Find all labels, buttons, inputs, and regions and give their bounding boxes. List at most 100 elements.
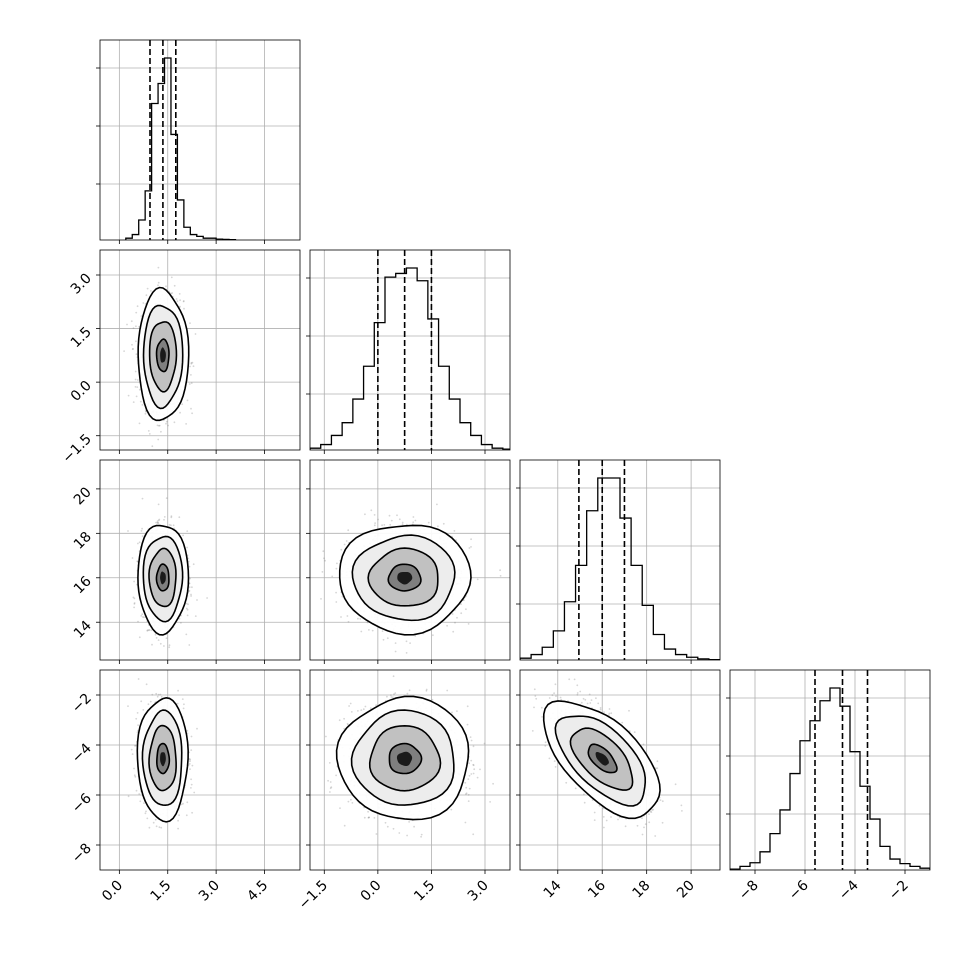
scatter-point <box>137 620 139 623</box>
scatter-point <box>188 644 191 646</box>
scatter-point <box>146 629 149 632</box>
scatter-point <box>158 518 161 521</box>
y-tick-label: 0.0 <box>68 378 95 405</box>
scatter-point <box>131 557 134 559</box>
scatter-point <box>136 560 139 563</box>
scatter-point <box>165 285 167 288</box>
scatter-point <box>135 340 137 343</box>
scatter-point <box>165 422 167 425</box>
scatter-point <box>381 524 383 527</box>
scatter-point <box>436 503 438 506</box>
scatter-point <box>135 311 138 314</box>
scatter-point <box>141 527 144 530</box>
scatter-point <box>190 362 193 365</box>
histogram <box>125 57 237 240</box>
density-contours <box>137 286 190 422</box>
scatter-point <box>139 400 142 403</box>
scatter-point <box>123 350 125 352</box>
scatter-point <box>156 424 159 427</box>
x-tick-label: −2 <box>886 878 912 904</box>
grid <box>754 670 906 870</box>
y-tick-label: 20 <box>71 484 95 508</box>
scatter-point <box>194 615 197 617</box>
scatter-point <box>136 305 139 308</box>
y-tick-label: 1.5 <box>68 324 95 351</box>
scatter-point <box>189 577 192 580</box>
scatter-point <box>190 382 193 384</box>
scatter-point <box>141 497 144 500</box>
scatter-panel-1-0: −1.50.01.53.0 <box>59 249 301 467</box>
scatter-point <box>335 601 338 603</box>
scatter-point <box>377 518 379 521</box>
scatter-point <box>178 516 181 519</box>
scatter-point <box>151 643 153 646</box>
scatter-point <box>470 546 472 548</box>
scatter-point <box>154 633 157 636</box>
scatter-point <box>157 522 160 524</box>
scatter-point <box>131 348 134 350</box>
scatter-point <box>134 370 137 373</box>
scatter-point <box>196 599 198 601</box>
scatter-point <box>145 410 147 413</box>
scatter-point <box>185 423 188 425</box>
scatter-point <box>132 327 135 330</box>
scatter-point <box>170 276 173 279</box>
scatter-point <box>182 300 185 302</box>
histogram <box>310 267 510 450</box>
scatter-point <box>176 300 179 303</box>
scatter-point <box>345 540 348 542</box>
scatter-point <box>398 518 401 521</box>
scatter-point <box>157 266 160 269</box>
scatter-point <box>335 567 338 570</box>
scatter-point <box>190 595 193 597</box>
scatter-panel-2-1 <box>306 459 511 664</box>
histogram <box>520 477 720 660</box>
density-peak <box>160 347 166 363</box>
scatter-point <box>183 307 185 310</box>
scatter-point <box>163 645 165 647</box>
scatter-point <box>446 624 448 627</box>
scatter-point <box>127 530 129 532</box>
scatter-point <box>146 629 149 632</box>
scatter-point <box>192 563 195 566</box>
scatter-point <box>189 322 191 324</box>
scatter-point <box>140 530 143 532</box>
x-tick-label: −4 <box>836 877 862 903</box>
scatter-point <box>133 606 136 609</box>
scatter-point <box>180 622 182 624</box>
scatter-point <box>137 542 139 545</box>
scatter-point <box>155 521 158 524</box>
scatter-point <box>187 603 189 606</box>
scatter-point <box>373 514 376 516</box>
scatter-point <box>172 524 175 527</box>
scatter-point <box>145 294 148 297</box>
scatter-point <box>185 607 188 610</box>
axes-frame <box>729 669 931 871</box>
scatter-point <box>127 394 130 397</box>
scatter-point <box>138 388 141 391</box>
axes-frame <box>99 39 301 241</box>
scatter-point <box>476 578 479 581</box>
scatter-point <box>335 591 337 594</box>
scatter-point <box>191 412 194 415</box>
hist-panel-0 <box>96 39 301 244</box>
scatter-point <box>364 513 366 516</box>
scatter-point <box>368 629 370 631</box>
scatter-point <box>460 612 463 615</box>
scatter-point <box>140 615 143 617</box>
scatter-point <box>190 374 192 376</box>
scatter-point <box>158 424 161 427</box>
scatter-point <box>182 300 185 303</box>
scatter-point <box>170 515 173 518</box>
scatter-point <box>156 520 159 523</box>
scatter-point <box>136 386 139 388</box>
y-tick-label: 14 <box>71 618 95 642</box>
axes-frame <box>99 249 301 451</box>
scatter-point <box>454 621 456 624</box>
scatter-point <box>157 438 160 441</box>
scatter-point <box>133 597 136 600</box>
scatter-point <box>148 629 150 632</box>
scatter-point <box>388 514 391 517</box>
